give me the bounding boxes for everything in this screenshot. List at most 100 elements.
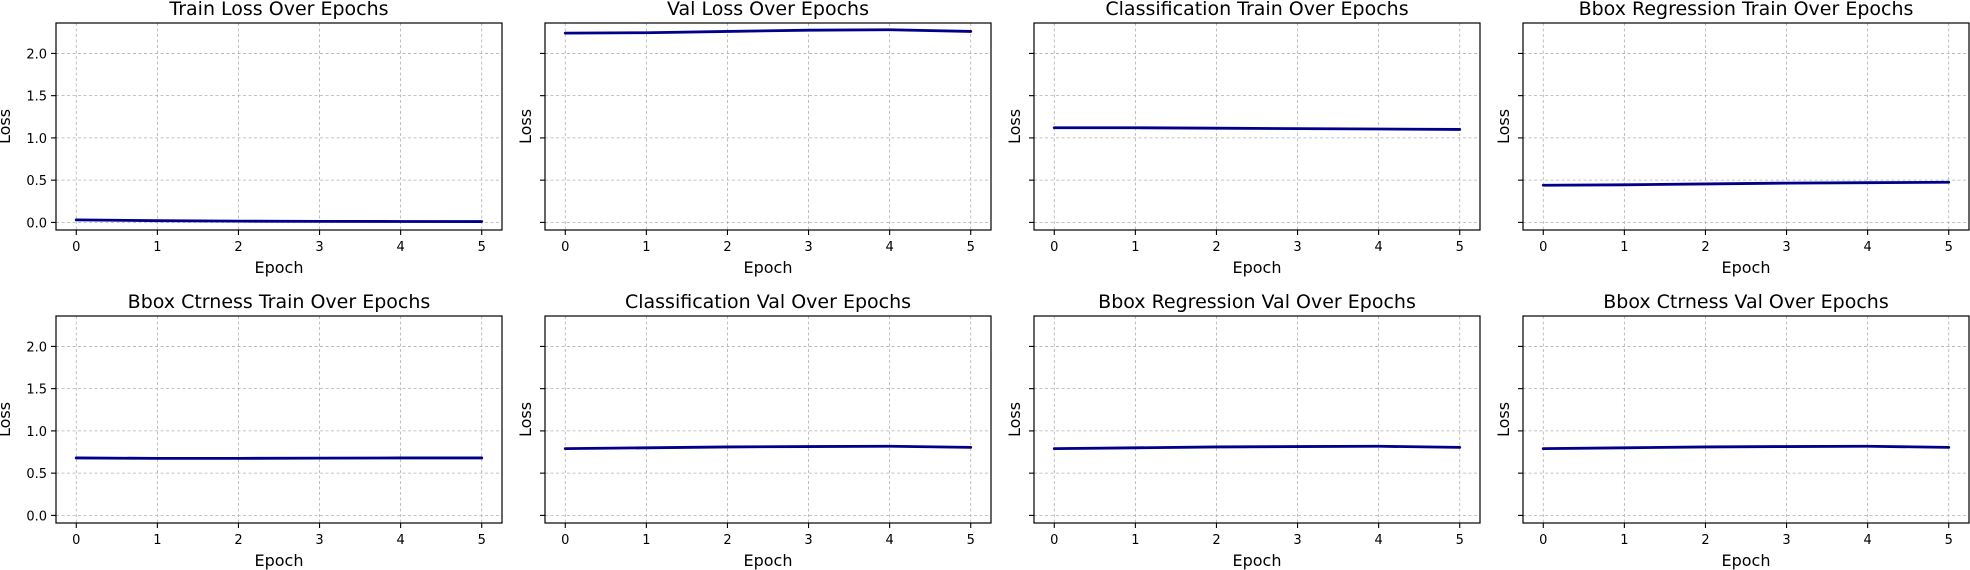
x-tick-label: 2 (723, 533, 731, 548)
plot-frame (55, 22, 503, 231)
series-line (1052, 126, 1462, 131)
x-tick-label: 3 (1782, 533, 1790, 548)
x-tick-label: 3 (804, 240, 812, 255)
plot-frame (1522, 315, 1970, 524)
y-axis-label: Loss (1005, 109, 1024, 144)
x-tick-label: 5 (478, 533, 486, 548)
x-tick-label: 1 (642, 240, 650, 255)
x-tick-label: 3 (315, 240, 323, 255)
x-tick-label: 4 (396, 533, 404, 548)
x-tick-label: 1 (642, 533, 650, 548)
x-tick-label: 2 (1212, 240, 1220, 255)
x-tick-label: 4 (885, 533, 893, 548)
x-tick-label: 1 (1131, 533, 1139, 548)
x-tick-label: 2 (1701, 533, 1709, 548)
x-tick-label: 4 (885, 240, 893, 255)
x-tick-label: 1 (153, 533, 161, 548)
y-tick-label: 1.0 (26, 425, 47, 440)
x-axis-label: Epoch (255, 551, 304, 570)
plot-frame (1033, 22, 1481, 231)
plot-frame (544, 22, 992, 231)
chart-panel: 0 1 2 3 4 5 Classification Val Over Epochs Epoc… (516, 291, 992, 570)
x-tick-label: 0 (1050, 533, 1058, 548)
x-axis-label: Epoch (744, 258, 793, 277)
x-tick-label: 5 (1945, 240, 1953, 255)
series-line (1541, 180, 1951, 187)
panel-title: Bbox Regression Val Over Epochs (1098, 291, 1416, 313)
x-tick-label: 5 (1456, 240, 1464, 255)
x-tick-label: 1 (1131, 240, 1139, 255)
series-line (1052, 444, 1462, 451)
y-tick-label: 0.5 (26, 467, 47, 482)
plot-frame (55, 315, 503, 524)
series-line (563, 28, 973, 35)
x-tick-label: 5 (1945, 533, 1953, 548)
chart-panel: 0 1 2 3 4 5 Bbox Regression Val Over Epochs Epo… (1005, 291, 1481, 570)
plot-frame (1033, 315, 1481, 524)
x-tick-label: 0 (1539, 533, 1547, 548)
y-tick-label: 1.0 (26, 132, 47, 147)
panel-title: Bbox Ctrness Train Over Epochs (128, 291, 431, 313)
x-tick-label: 0 (1539, 240, 1547, 255)
x-tick-label: 4 (1863, 240, 1871, 255)
x-tick-label: 4 (1863, 533, 1871, 548)
x-tick-label: 5 (1456, 533, 1464, 548)
chart-panel: 0 1 2 3 4 5 Bbox Regression Train Over Epochs E… (1494, 0, 1970, 277)
chart-panel: 0 1 2 3 4 5 0.0 0.5 1.0 1.5 2.0 Bbox Ctrness Train … (0, 291, 503, 570)
plot-frame (1522, 22, 1970, 231)
x-tick-label: 5 (478, 240, 486, 255)
x-tick-label: 5 (967, 533, 975, 548)
panel-title: Bbox Regression Train Over Epochs (1579, 0, 1914, 20)
x-tick-label: 0 (72, 533, 80, 548)
y-tick-label: 0.0 (26, 216, 47, 231)
y-axis-label: Loss (1494, 109, 1513, 144)
x-tick-label: 3 (1293, 240, 1301, 255)
y-axis-label: Loss (1494, 402, 1513, 437)
x-tick-label: 4 (1374, 533, 1382, 548)
series-line (563, 444, 973, 451)
series-line (1541, 444, 1951, 451)
x-tick-label: 2 (723, 240, 731, 255)
x-tick-label: 0 (1050, 240, 1058, 255)
x-axis-label: Epoch (255, 258, 304, 277)
y-tick-label: 1.5 (26, 383, 47, 398)
y-tick-label: 0.5 (26, 174, 47, 189)
x-tick-label: 2 (1701, 240, 1709, 255)
panel-title: Classification Val Over Epochs (625, 291, 911, 313)
x-tick-label: 2 (1212, 533, 1220, 548)
y-axis-label: Loss (516, 402, 535, 437)
x-axis-label: Epoch (1722, 551, 1771, 570)
y-tick-label: 2.0 (26, 340, 47, 355)
y-axis-label: Loss (0, 402, 14, 437)
x-tick-label: 3 (804, 533, 812, 548)
x-axis-label: Epoch (1722, 258, 1771, 277)
x-tick-label: 5 (967, 240, 975, 255)
x-tick-label: 3 (1293, 533, 1301, 548)
panel-title: Train Loss Over Epochs (168, 0, 388, 20)
y-axis-label: Loss (1005, 402, 1024, 437)
x-tick-label: 0 (561, 240, 569, 255)
panel-title: Classification Train Over Epochs (1105, 0, 1408, 20)
x-tick-label: 1 (1620, 533, 1628, 548)
x-tick-label: 1 (1620, 240, 1628, 255)
x-tick-label: 3 (1782, 240, 1790, 255)
x-tick-label: 0 (72, 240, 80, 255)
chart-panel: 0 1 2 3 4 5 Val Loss Over Epochs Epoch Loss (516, 0, 992, 277)
y-tick-label: 0.0 (26, 509, 47, 524)
series-line (74, 218, 484, 223)
x-axis-label: Epoch (1233, 551, 1282, 570)
y-tick-label: 1.5 (26, 90, 47, 105)
x-axis-label: Epoch (744, 551, 793, 570)
y-tick-label: 2.0 (26, 47, 47, 62)
x-tick-label: 2 (234, 240, 242, 255)
x-tick-label: 1 (153, 240, 161, 255)
plot-frame (544, 315, 992, 524)
x-axis-label: Epoch (1233, 258, 1282, 277)
x-tick-label: 2 (234, 533, 242, 548)
x-tick-label: 4 (1374, 240, 1382, 255)
x-tick-label: 0 (561, 533, 569, 548)
chart-panel: 0 1 2 3 4 5 0.0 0.5 1.0 1.5 2.0 Train Loss Over Epo… (0, 0, 503, 277)
x-tick-label: 3 (315, 533, 323, 548)
x-tick-label: 4 (396, 240, 404, 255)
